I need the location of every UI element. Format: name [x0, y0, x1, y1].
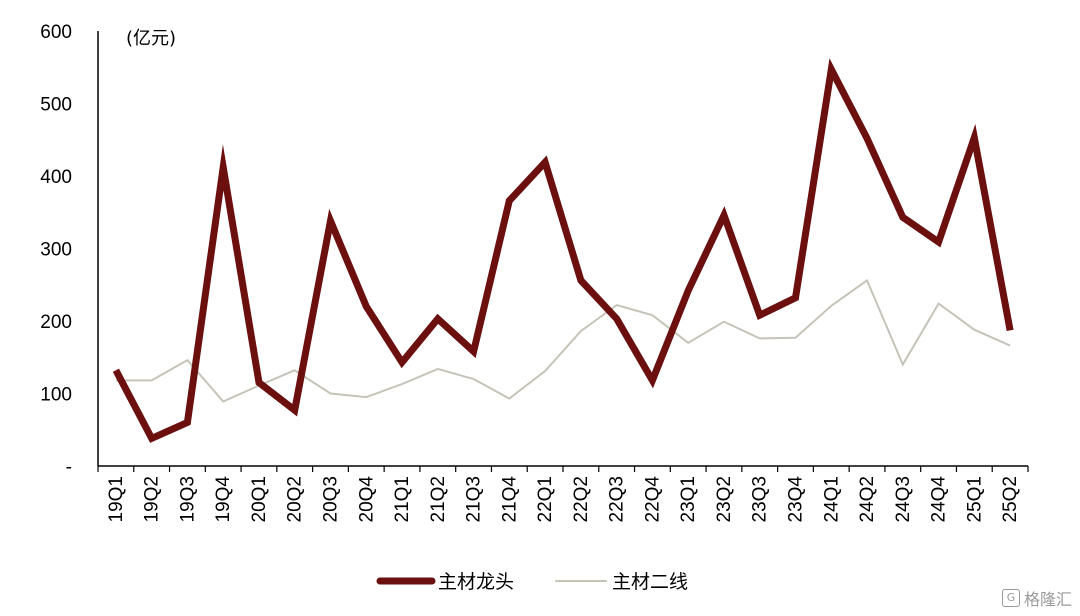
x-tick-label: 21Q3: [464, 476, 485, 522]
series-line-primary: [112, 58, 1014, 443]
x-tick-label: 19Q4: [213, 476, 234, 523]
y-tick-label: 500: [40, 95, 72, 116]
watermark-text: 格隆汇: [1023, 590, 1072, 609]
y-tick-label: 200: [40, 312, 72, 333]
x-tick-label: 23Q1: [678, 476, 699, 522]
x-tick-label: 23Q2: [714, 476, 735, 522]
x-tick-label: 24Q4: [929, 476, 950, 523]
x-tick-label: 21Q2: [428, 476, 449, 522]
x-tick-label: 23Q4: [786, 476, 807, 523]
y-tick-label: -: [66, 457, 72, 478]
legend-label: 主材二线: [612, 571, 688, 593]
y-tick-label: 600: [40, 22, 72, 43]
x-tick-label: 22Q3: [607, 476, 628, 522]
x-tick-label: 19Q2: [142, 476, 163, 522]
watermark: G 格隆汇: [1001, 586, 1072, 610]
unit-label: (亿元): [126, 28, 176, 49]
watermark-logo-icon: G: [1001, 589, 1020, 607]
x-tick-label: 21Q4: [499, 476, 520, 523]
x-tick-label: 24Q2: [857, 476, 878, 522]
legend: 主材龙头 主材二线: [376, 571, 688, 593]
x-tick-label: 25Q2: [1000, 476, 1021, 522]
x-tick-label: 20Q1: [249, 476, 270, 522]
x-tick-label: 19Q1: [106, 476, 127, 522]
x-tick-label: 21Q1: [392, 476, 413, 522]
x-tick-label: 24Q3: [893, 476, 914, 522]
x-tick-label: 23Q3: [750, 476, 771, 522]
legend-label: 主材龙头: [438, 571, 514, 593]
y-tick-label: 300: [40, 240, 72, 261]
x-tick-label: 22Q4: [642, 476, 663, 523]
x-tick-label: 20Q3: [321, 476, 342, 522]
x-tick-label: 19Q3: [177, 476, 198, 522]
x-tick-label: 25Q1: [964, 476, 985, 522]
x-tick-label: 20Q2: [285, 476, 306, 522]
x-tick-label: 22Q2: [571, 476, 592, 522]
x-tick-label: 22Q1: [535, 476, 556, 522]
series-layer: [112, 58, 1014, 443]
x-tick-label: 20Q4: [356, 476, 377, 523]
y-axis: - 100 200 300 400 500 600: [40, 22, 99, 478]
y-tick-label: 400: [40, 167, 72, 188]
x-axis: 19Q1 19Q2 19Q3 19Q4 20Q1 20Q2 20Q3 20Q4 21Q1 21Q2…: [97, 465, 1029, 523]
y-tick-label: 100: [40, 385, 72, 406]
x-tick-label: 24Q1: [821, 476, 842, 522]
